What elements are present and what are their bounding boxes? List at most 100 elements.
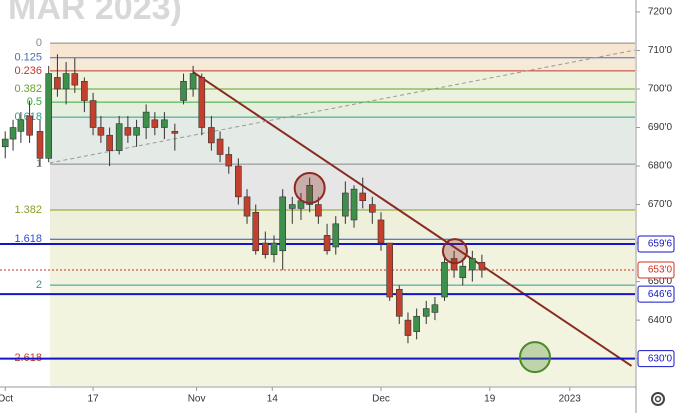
fib-band <box>50 88 635 103</box>
fib-label: 0 <box>36 37 42 49</box>
candle-body <box>89 100 97 128</box>
candle-body <box>106 134 113 151</box>
candle-body <box>359 192 367 202</box>
chart-title: MAR 2023) <box>8 0 182 27</box>
settings-icon[interactable] <box>651 392 665 406</box>
marker-circle <box>441 238 468 265</box>
x-tick-label: Dec <box>372 394 390 405</box>
candle-body <box>142 111 150 128</box>
candle-body <box>97 127 105 136</box>
marker-circle <box>293 171 326 204</box>
fib-band <box>50 239 635 286</box>
fib-label: 0.236 <box>14 65 42 77</box>
y-tick-label: 680'0 <box>648 161 673 172</box>
candle-body <box>377 219 385 244</box>
fib-label: 1 <box>36 158 42 170</box>
candle-body <box>36 131 44 159</box>
candle-body <box>45 73 53 159</box>
fib-label: 0.5 <box>27 96 42 108</box>
candle-body <box>315 204 322 217</box>
price-tag <box>637 285 675 303</box>
y-tick-label: 700'0 <box>648 84 673 95</box>
fib-band <box>50 70 635 89</box>
plot-area: 00.1250.2360.3820.50.61811.3821.61822.61… <box>0 0 635 386</box>
candle-body <box>124 127 132 136</box>
fib-label: 2 <box>36 279 42 291</box>
candle-body <box>115 123 123 151</box>
candle-body <box>189 73 197 90</box>
candle-body <box>342 192 349 217</box>
candle-body <box>469 258 476 271</box>
x-tick-label: 2023 <box>559 394 582 405</box>
price-tag-label: 653'0 <box>648 265 673 276</box>
fib-label: 0.382 <box>14 83 42 95</box>
candle-body <box>441 262 448 298</box>
candle-body <box>252 211 260 252</box>
fib-band <box>50 117 635 165</box>
fib-label: 1.382 <box>14 204 42 216</box>
y-tick-label: 650'0 <box>648 276 673 287</box>
candle-body <box>386 242 393 298</box>
candle-body <box>332 223 340 248</box>
candle-body <box>81 80 88 101</box>
price-tag-label: 659'6 <box>648 239 673 250</box>
fib-band <box>50 57 635 71</box>
candle-body <box>71 73 79 86</box>
candle-body <box>431 304 439 313</box>
y-tick-label: 690'0 <box>648 122 673 133</box>
candle-body <box>262 242 269 255</box>
price-tag-label: 630'0 <box>648 353 673 364</box>
candle-body <box>17 119 25 132</box>
candle-body <box>478 262 486 271</box>
candle-body <box>133 127 140 136</box>
candle-body <box>26 115 33 136</box>
band <box>0 0 50 44</box>
fib-label: 1.618 <box>14 233 42 245</box>
x-tick-label: Nov <box>188 394 206 405</box>
x-tick-label: 19 <box>484 394 496 405</box>
trend-line <box>49 49 636 164</box>
candle-body <box>216 138 224 155</box>
price-tag <box>637 350 675 368</box>
price-tag <box>637 261 675 279</box>
candle-body <box>198 77 206 128</box>
candle-body <box>288 204 296 209</box>
price-tag <box>637 235 675 253</box>
candle-body <box>180 80 187 101</box>
candle-body <box>350 188 358 221</box>
candle-body <box>404 319 412 336</box>
candle-body <box>9 127 17 140</box>
candle-body <box>161 119 168 128</box>
x-tick-label: Oct <box>0 394 13 405</box>
candle-body <box>1 138 9 148</box>
fib-band <box>50 43 635 58</box>
y-tick-label: 640'0 <box>648 315 673 326</box>
candle-body <box>413 315 420 332</box>
candle-body <box>171 131 179 134</box>
y-tick-label: 670'0 <box>648 199 673 210</box>
fib-label: 0.125 <box>14 52 42 64</box>
candle-body <box>54 77 61 90</box>
candle-body <box>395 289 403 317</box>
candle-body <box>225 154 233 167</box>
fib-band <box>50 285 635 359</box>
price-tag-label: 646'6 <box>648 289 673 300</box>
y-tick-label: 720'0 <box>648 7 673 18</box>
y-tick-label: 710'0 <box>648 45 673 56</box>
candle-body <box>369 204 376 213</box>
candle-body <box>323 235 331 252</box>
candle-body <box>306 184 313 205</box>
marker-circle <box>518 341 551 374</box>
candle-body <box>151 119 159 128</box>
candle-body <box>450 258 458 271</box>
x-tick-label: 14 <box>267 394 279 405</box>
candle-body <box>208 127 215 144</box>
candle-body <box>459 265 467 279</box>
candle-body <box>422 308 430 317</box>
candle-body <box>270 242 278 255</box>
fib-band <box>50 102 635 118</box>
x-tick-label: 17 <box>88 394 100 405</box>
candle-body <box>62 73 70 90</box>
candle-body <box>243 196 251 217</box>
